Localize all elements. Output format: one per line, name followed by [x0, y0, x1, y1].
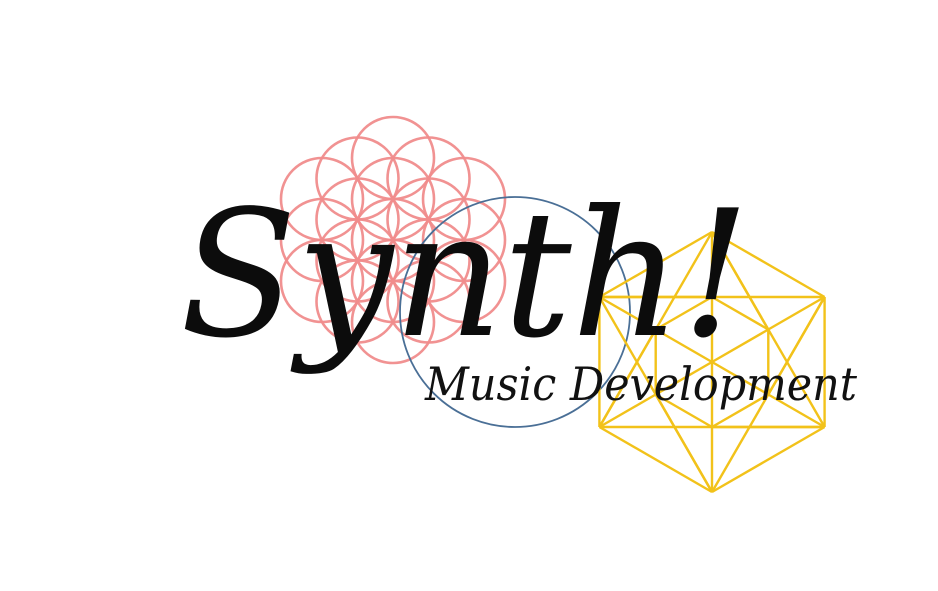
brand-subtitle: Music Development: [424, 357, 857, 411]
polyhedron-edge: [655, 360, 713, 396]
polyhedron-edge: [711, 295, 769, 331]
blue-circle-icon: [399, 196, 631, 428]
polyhedron-edge: [598, 393, 657, 429]
polyhedron-edge: [598, 425, 713, 494]
brand-title: Synth!: [180, 174, 750, 377]
polyhedron-edge: [598, 230, 713, 299]
polyhedron-edge: [655, 328, 713, 364]
flower-of-life-icon: [279, 115, 507, 365]
polyhedron-edge: [711, 230, 826, 299]
polyhedron-edge: [598, 328, 657, 428]
polyhedron-edge: [711, 425, 826, 494]
polyhedron-edge: [711, 360, 769, 396]
polyhedron-edge: [598, 295, 657, 331]
polyhedron-edge: [767, 296, 826, 396]
polyhedron-edge: [710, 231, 770, 331]
polyhedron-edge: [711, 328, 769, 364]
polyhedron-edge: [654, 393, 714, 493]
polyhedron-edge: [767, 393, 826, 429]
polyhedron-edge: [711, 393, 769, 429]
polyhedron-edge: [767, 295, 826, 331]
polyhedron-edge: [655, 295, 713, 331]
polyhedron-edge: [655, 393, 713, 429]
gold-polyhedron-icon: [598, 230, 826, 494]
flower-circle: [315, 136, 400, 221]
